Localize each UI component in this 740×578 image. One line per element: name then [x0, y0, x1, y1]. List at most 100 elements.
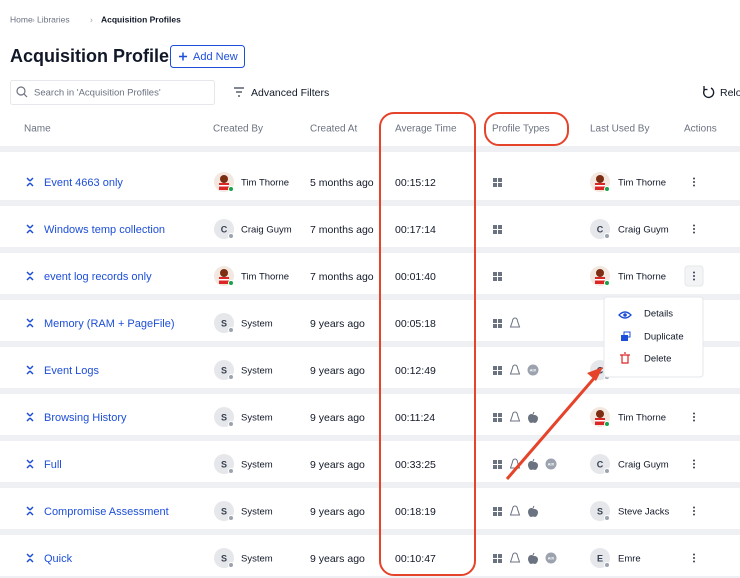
linux-icon [509, 505, 521, 516]
profile-name[interactable]: Memory (RAM + PageFile) [44, 318, 175, 330]
created-by: Tim Thorne [241, 272, 289, 283]
last-used-by: Tim Thorne [618, 178, 666, 189]
column-header: Last Used By [590, 124, 649, 135]
actions-dot [693, 513, 695, 516]
avatar-image [214, 172, 234, 192]
actions-dot [693, 510, 695, 512]
add-button[interactable]: Add New [170, 45, 245, 68]
created-at: 7 months ago [310, 271, 374, 283]
profile-name[interactable]: Event 4663 only [44, 177, 123, 189]
avatar-image [590, 266, 610, 286]
mac-icon [528, 411, 538, 423]
created-at: 9 years ago [310, 553, 365, 565]
actions-dot [693, 459, 695, 462]
menu-item[interactable]: Duplicate [644, 332, 684, 343]
linux-icon [509, 411, 521, 422]
avatar-initial: E [597, 553, 603, 563]
avatar-initial: S [597, 506, 603, 516]
table-row: Windows temp collection C Craig Guym 7 mont… [0, 219, 740, 253]
profile-name[interactable]: Browsing History [44, 412, 127, 424]
mac-icon [528, 458, 538, 470]
avatar-image [590, 407, 610, 427]
created-at: 9 years ago [310, 459, 365, 471]
breadcrumb[interactable]: Libraries [37, 14, 70, 24]
menu-item[interactable]: Delete [644, 354, 671, 365]
windows-icon [493, 507, 502, 516]
actions-dot [693, 412, 695, 415]
search-placeholder[interactable]: Search in 'Acquisition Profiles' [34, 88, 161, 99]
avatar-initial: C [597, 459, 604, 469]
profile-name[interactable]: Full [44, 459, 62, 471]
svg-text:›: › [32, 14, 35, 24]
table-row: Event 4663 only Tim Thorne 5 months ago 00:… [0, 172, 740, 206]
created-by: Tim Thorne [241, 178, 289, 189]
actions-dot [693, 553, 695, 556]
actions-dot [693, 557, 695, 559]
created-by: System [241, 554, 273, 565]
windows-icon [493, 366, 502, 375]
last-used-by: Tim Thorne [618, 272, 666, 283]
windows-icon [493, 272, 502, 281]
avatar-initial: S [221, 365, 227, 375]
last-used-by: Steve Jacks [618, 507, 669, 518]
profile-name[interactable]: Event Logs [44, 365, 100, 377]
breadcrumb[interactable]: Home [10, 14, 33, 24]
created-at: 5 months ago [310, 177, 374, 189]
average-time: 00:01:40 [395, 271, 436, 283]
actions-dot [693, 228, 695, 230]
table-row: Quick S System 9 years ago 00:10:47 AIX E Emre [0, 548, 740, 578]
actions-dot [693, 419, 695, 422]
actions-dot [693, 271, 695, 274]
menu-item[interactable]: Details [644, 309, 673, 320]
context-menu: Details Duplicate Delete [603, 296, 704, 378]
profile-name[interactable]: Quick [44, 553, 73, 565]
created-at: 9 years ago [310, 506, 365, 518]
actions-dot [693, 416, 695, 418]
actions-dot [693, 278, 695, 281]
advanced-filters[interactable]: Advanced Filters [251, 87, 329, 99]
column-header: Name [24, 124, 51, 135]
windows-icon [493, 460, 502, 469]
reload[interactable]: Reload [720, 87, 740, 99]
aix-badge [545, 552, 557, 564]
profile-name[interactable]: Windows temp collection [44, 224, 165, 236]
search-box[interactable]: Search in 'Acquisition Profiles' [10, 80, 215, 105]
last-used-by: Craig Guym [618, 225, 669, 236]
aix-label: AIX [548, 556, 555, 561]
actions-dot [693, 181, 695, 183]
created-by: System [241, 460, 273, 471]
last-used-by: Emre [618, 554, 641, 565]
table-row: event log records only Tim Thorne 7 months… [0, 265, 740, 300]
created-at: 9 years ago [310, 318, 365, 330]
mac-icon [528, 552, 538, 564]
average-time: 00:15:12 [395, 177, 436, 189]
column-header: Profile Types [492, 124, 550, 135]
avatar-image [590, 172, 610, 192]
table-row: Browsing History S System 9 years ago 00:11:… [0, 407, 740, 441]
profile-name[interactable]: Compromise Assessment [44, 506, 169, 518]
table-row: Compromise Assessment S System 9 years ago 0… [0, 501, 740, 535]
add-button-label[interactable]: Add New [193, 51, 238, 63]
average-time: 00:11:24 [395, 412, 435, 424]
svg-text:›: › [90, 14, 93, 24]
last-used-by: Craig Guym [618, 460, 669, 471]
created-at: 7 months ago [310, 224, 374, 236]
profile-name[interactable]: event log records only [44, 271, 152, 283]
column-header: Average Time [395, 124, 457, 135]
avatar-initial: C [221, 224, 228, 234]
actions-dot [693, 224, 695, 227]
created-by: System [241, 319, 273, 330]
actions-dot [693, 560, 695, 563]
avatar-initial: C [597, 224, 604, 234]
actions-dot [693, 177, 695, 180]
created-by: System [241, 366, 273, 377]
annotations [379, 112, 603, 576]
linux-icon [509, 317, 521, 328]
avatar-initial: S [221, 318, 227, 328]
created-at: 9 years ago [310, 412, 365, 424]
table-row: Full S System 9 years ago 00:33:25 AIX C Craig … [0, 454, 740, 488]
linux-icon [509, 364, 521, 375]
table-row: Memory (RAM + PageFile) S System 9 years ag… [0, 313, 740, 347]
created-at: 9 years ago [310, 365, 365, 377]
